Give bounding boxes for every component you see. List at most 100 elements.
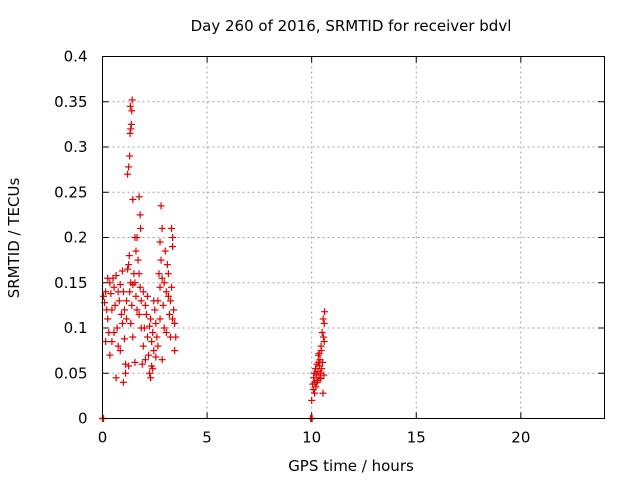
data-point xyxy=(146,369,154,377)
y-tick-label: 0.05 xyxy=(54,364,87,382)
data-point xyxy=(107,290,115,298)
y-tick-label: 0.1 xyxy=(64,319,88,337)
data-point xyxy=(152,319,160,327)
data-point xyxy=(127,319,135,327)
data-point xyxy=(164,270,172,278)
data-point xyxy=(143,333,151,341)
data-point xyxy=(114,288,122,296)
data-points xyxy=(99,96,329,422)
data-point xyxy=(102,338,110,346)
data-point xyxy=(114,342,122,350)
data-point xyxy=(169,234,177,241)
data-point xyxy=(156,283,164,291)
data-point xyxy=(169,243,177,251)
y-tick-label: 0 xyxy=(78,410,88,428)
data-point xyxy=(320,338,328,346)
data-point xyxy=(125,163,133,171)
data-point xyxy=(136,283,144,291)
x-tick-label: 10 xyxy=(302,429,321,447)
data-point xyxy=(122,360,130,368)
x-axis-title: GPS time / hours xyxy=(288,457,414,475)
data-point xyxy=(315,349,323,357)
data-point xyxy=(131,234,139,241)
data-point xyxy=(106,351,114,359)
data-point xyxy=(319,389,327,397)
data-point xyxy=(319,333,327,341)
data-point xyxy=(126,102,134,110)
data-point xyxy=(168,224,176,232)
data-point xyxy=(171,319,179,327)
data-point xyxy=(106,279,114,287)
data-point xyxy=(125,362,133,370)
data-point xyxy=(124,265,132,273)
data-point xyxy=(120,335,128,343)
data-point xyxy=(153,333,161,341)
x-tick-label: 0 xyxy=(98,429,108,447)
data-point xyxy=(128,107,136,115)
data-point xyxy=(161,247,169,255)
chart-title: Day 260 of 2016, SRMTID for receiver bdv… xyxy=(191,17,512,35)
data-point xyxy=(321,308,329,316)
data-point xyxy=(104,315,112,323)
data-point xyxy=(148,338,156,346)
data-point xyxy=(122,369,130,377)
data-point xyxy=(111,301,119,309)
data-point xyxy=(147,315,155,323)
data-point xyxy=(157,202,165,210)
data-point xyxy=(128,96,136,104)
data-point xyxy=(138,360,146,368)
data-point xyxy=(166,333,174,341)
data-point xyxy=(115,297,123,305)
data-point xyxy=(112,272,120,280)
data-point xyxy=(118,319,126,327)
data-point xyxy=(170,306,178,314)
data-point xyxy=(149,329,157,337)
y-tick-label: 0.35 xyxy=(54,93,87,111)
x-tick-label: 5 xyxy=(202,429,212,447)
data-point xyxy=(113,324,121,332)
data-point xyxy=(142,310,150,318)
data-point xyxy=(320,371,328,379)
data-point xyxy=(135,270,143,278)
data-point xyxy=(112,374,120,382)
data-point xyxy=(117,310,125,318)
grid-lines xyxy=(102,56,605,419)
data-point xyxy=(163,261,171,269)
data-point xyxy=(156,238,164,246)
data-point xyxy=(157,256,165,264)
data-point xyxy=(308,396,316,404)
data-point xyxy=(160,279,168,287)
y-tick-label: 0.4 xyxy=(64,48,88,66)
data-point xyxy=(134,256,142,264)
data-point xyxy=(129,195,137,203)
data-point xyxy=(317,375,325,383)
data-point xyxy=(171,347,179,355)
data-point xyxy=(135,310,143,318)
data-point xyxy=(128,301,136,309)
data-point xyxy=(152,353,160,361)
data-point xyxy=(133,306,141,314)
data-point xyxy=(110,283,118,291)
x-tick-label: 20 xyxy=(511,429,530,447)
data-point xyxy=(108,338,116,346)
data-point xyxy=(320,319,328,327)
data-point xyxy=(311,389,319,397)
data-point xyxy=(151,306,159,314)
plot-frame xyxy=(102,56,605,419)
data-point xyxy=(158,274,166,282)
data-point xyxy=(158,356,166,364)
data-point xyxy=(319,315,327,323)
data-point xyxy=(131,358,139,366)
data-point xyxy=(123,315,131,323)
data-point xyxy=(158,224,166,232)
data-point xyxy=(120,306,128,314)
data-point xyxy=(309,386,317,394)
data-point xyxy=(162,329,170,337)
data-point xyxy=(125,252,133,260)
y-tick-label: 0.25 xyxy=(54,183,87,201)
data-point xyxy=(129,281,137,289)
data-point xyxy=(125,261,133,269)
data-point xyxy=(164,292,172,300)
data-point xyxy=(132,292,140,300)
